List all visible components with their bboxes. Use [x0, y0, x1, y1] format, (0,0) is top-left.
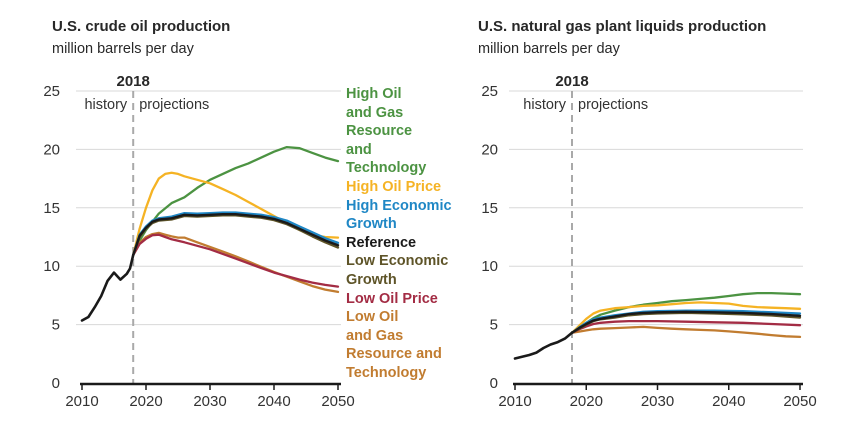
scenario-legend: High Oil and Gas Resource and Technology High…	[346, 85, 474, 383]
series-line	[570, 325, 802, 339]
y-axis-tick-label: 0	[52, 375, 60, 392]
crude-oil-chart-subtitle: million barrels per day	[52, 41, 194, 57]
series-line	[513, 331, 574, 360]
legend-line: High Oil	[346, 86, 402, 102]
legend-line: Technology	[346, 160, 427, 177]
y-axis-tick-label: 20	[43, 141, 60, 158]
y-axis-tick-label: 15	[43, 200, 60, 217]
x-axis-tick-label: 2030	[193, 393, 226, 410]
x-axis-tick-label: 2050	[321, 393, 354, 410]
legend-line: High Oil Price	[346, 178, 442, 195]
legend-line: Resource and	[346, 346, 442, 363]
x-axis-tick-label: 2040	[257, 393, 290, 410]
projections-label: projections	[139, 97, 209, 113]
y-axis-tick-label: 10	[43, 258, 60, 275]
ngpl-chart-plot: 0 5 10 15 20 25 2018 history projections 2010 2020…	[481, 73, 816, 410]
y-axis-tick-label: 10	[481, 258, 498, 275]
x-axis-tick-label: 2020	[129, 393, 162, 410]
y-axis-tick-label: 20	[481, 141, 498, 158]
projections-label: projections	[578, 97, 648, 113]
legend-line: Low Oil	[346, 309, 399, 326]
series-line	[80, 253, 135, 322]
y-axis-tick-label: 25	[43, 83, 60, 100]
legend-line: and Gas	[346, 327, 404, 344]
series-line	[570, 310, 802, 334]
y-axis-tick-label: 5	[490, 317, 498, 334]
series-line	[132, 233, 340, 288]
legend-line: and Gas	[346, 104, 404, 121]
ngpl-chart-title: U.S. natural gas plant liquids productio…	[478, 18, 767, 35]
legend-line: Low Economic	[346, 253, 449, 270]
x-axis-tick-label: 2020	[570, 393, 603, 410]
history-label: history	[523, 97, 566, 113]
legend-line: High Economic	[346, 197, 452, 214]
divider-year-label: 2018	[117, 73, 150, 90]
divider-year-label: 2018	[555, 73, 588, 90]
x-axis-tick-label: 2040	[712, 393, 745, 410]
x-axis-tick-label: 2030	[641, 393, 674, 410]
legend-line: Technology	[346, 364, 427, 381]
legend-line: Growth	[346, 216, 397, 233]
ngpl-chart-subtitle: million barrels per day	[478, 41, 620, 57]
x-axis-tick-label: 2050	[783, 393, 816, 410]
x-axis-tick-label: 2010	[65, 393, 98, 410]
y-axis-tick-label: 15	[481, 200, 498, 217]
legend-line: Resource	[346, 123, 413, 140]
y-axis-tick-label: 0	[490, 375, 498, 392]
y-axis-tick-label: 5	[52, 317, 60, 334]
history-label: history	[84, 97, 127, 113]
series-line	[132, 145, 340, 257]
legend-line: Reference	[346, 234, 417, 251]
series-line	[570, 319, 802, 334]
legend-line: Low Oil Price	[346, 290, 438, 307]
legend-line: and	[346, 141, 372, 158]
series-line	[570, 301, 802, 334]
x-axis-tick-label: 2010	[498, 393, 531, 410]
crude-oil-chart-plot: 0 5 10 15 20 25 2018 history projections 2010 2020…	[43, 73, 354, 410]
series-line	[132, 231, 340, 294]
series-line	[131, 212, 340, 257]
crude-oil-chart-title: U.S. crude oil production	[52, 18, 231, 35]
legend-line: Growth	[346, 271, 397, 288]
y-axis-tick-label: 25	[481, 83, 498, 100]
